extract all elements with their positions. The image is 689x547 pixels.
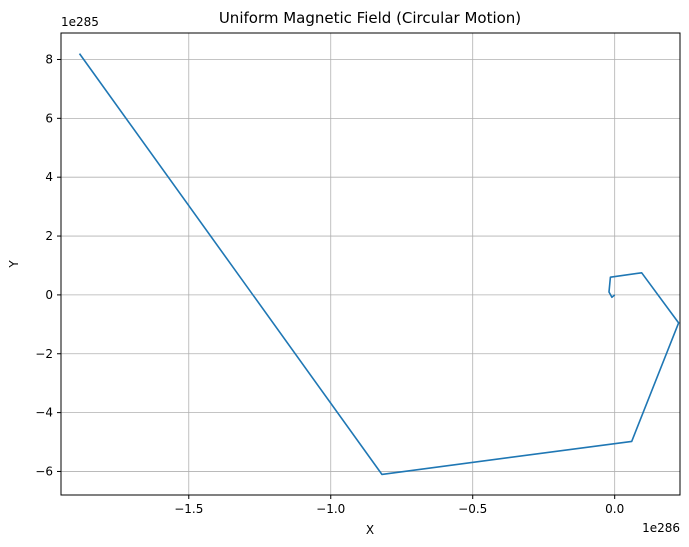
y-tick-label: 4	[45, 170, 53, 184]
x-tick-label: −1.0	[316, 502, 345, 516]
x-axis-label: X	[366, 523, 374, 537]
y-axis-label: Y	[7, 260, 21, 269]
series-layer	[78, 53, 680, 476]
y-tick-label: 0	[45, 288, 53, 302]
plot-area	[61, 33, 680, 495]
x-tick-label: 0.0	[605, 502, 624, 516]
y-tick-label: 8	[45, 52, 53, 66]
x-axis-ticks: −1.5 −1.0 −0.5 0.0	[174, 495, 624, 516]
x-offset-label: 1e286	[642, 521, 680, 535]
y-tick-label: −2	[35, 347, 53, 361]
y-tick-label: −6	[35, 464, 53, 478]
y-axis-ticks: −6 −4 −2 0 2 4 6 8	[35, 52, 61, 478]
y-tick-label: −4	[35, 406, 53, 420]
x-tick-label: −0.5	[458, 502, 487, 516]
series-line-0	[78, 53, 680, 476]
x-tick-label: −1.5	[174, 502, 203, 516]
chart-title: Uniform Magnetic Field (Circular Motion)	[219, 9, 521, 27]
grid	[61, 33, 680, 495]
plot-frame	[60, 32, 681, 496]
y-tick-label: 2	[45, 229, 53, 243]
y-tick-label: 6	[45, 111, 53, 125]
y-offset-label: 1e285	[61, 15, 99, 29]
